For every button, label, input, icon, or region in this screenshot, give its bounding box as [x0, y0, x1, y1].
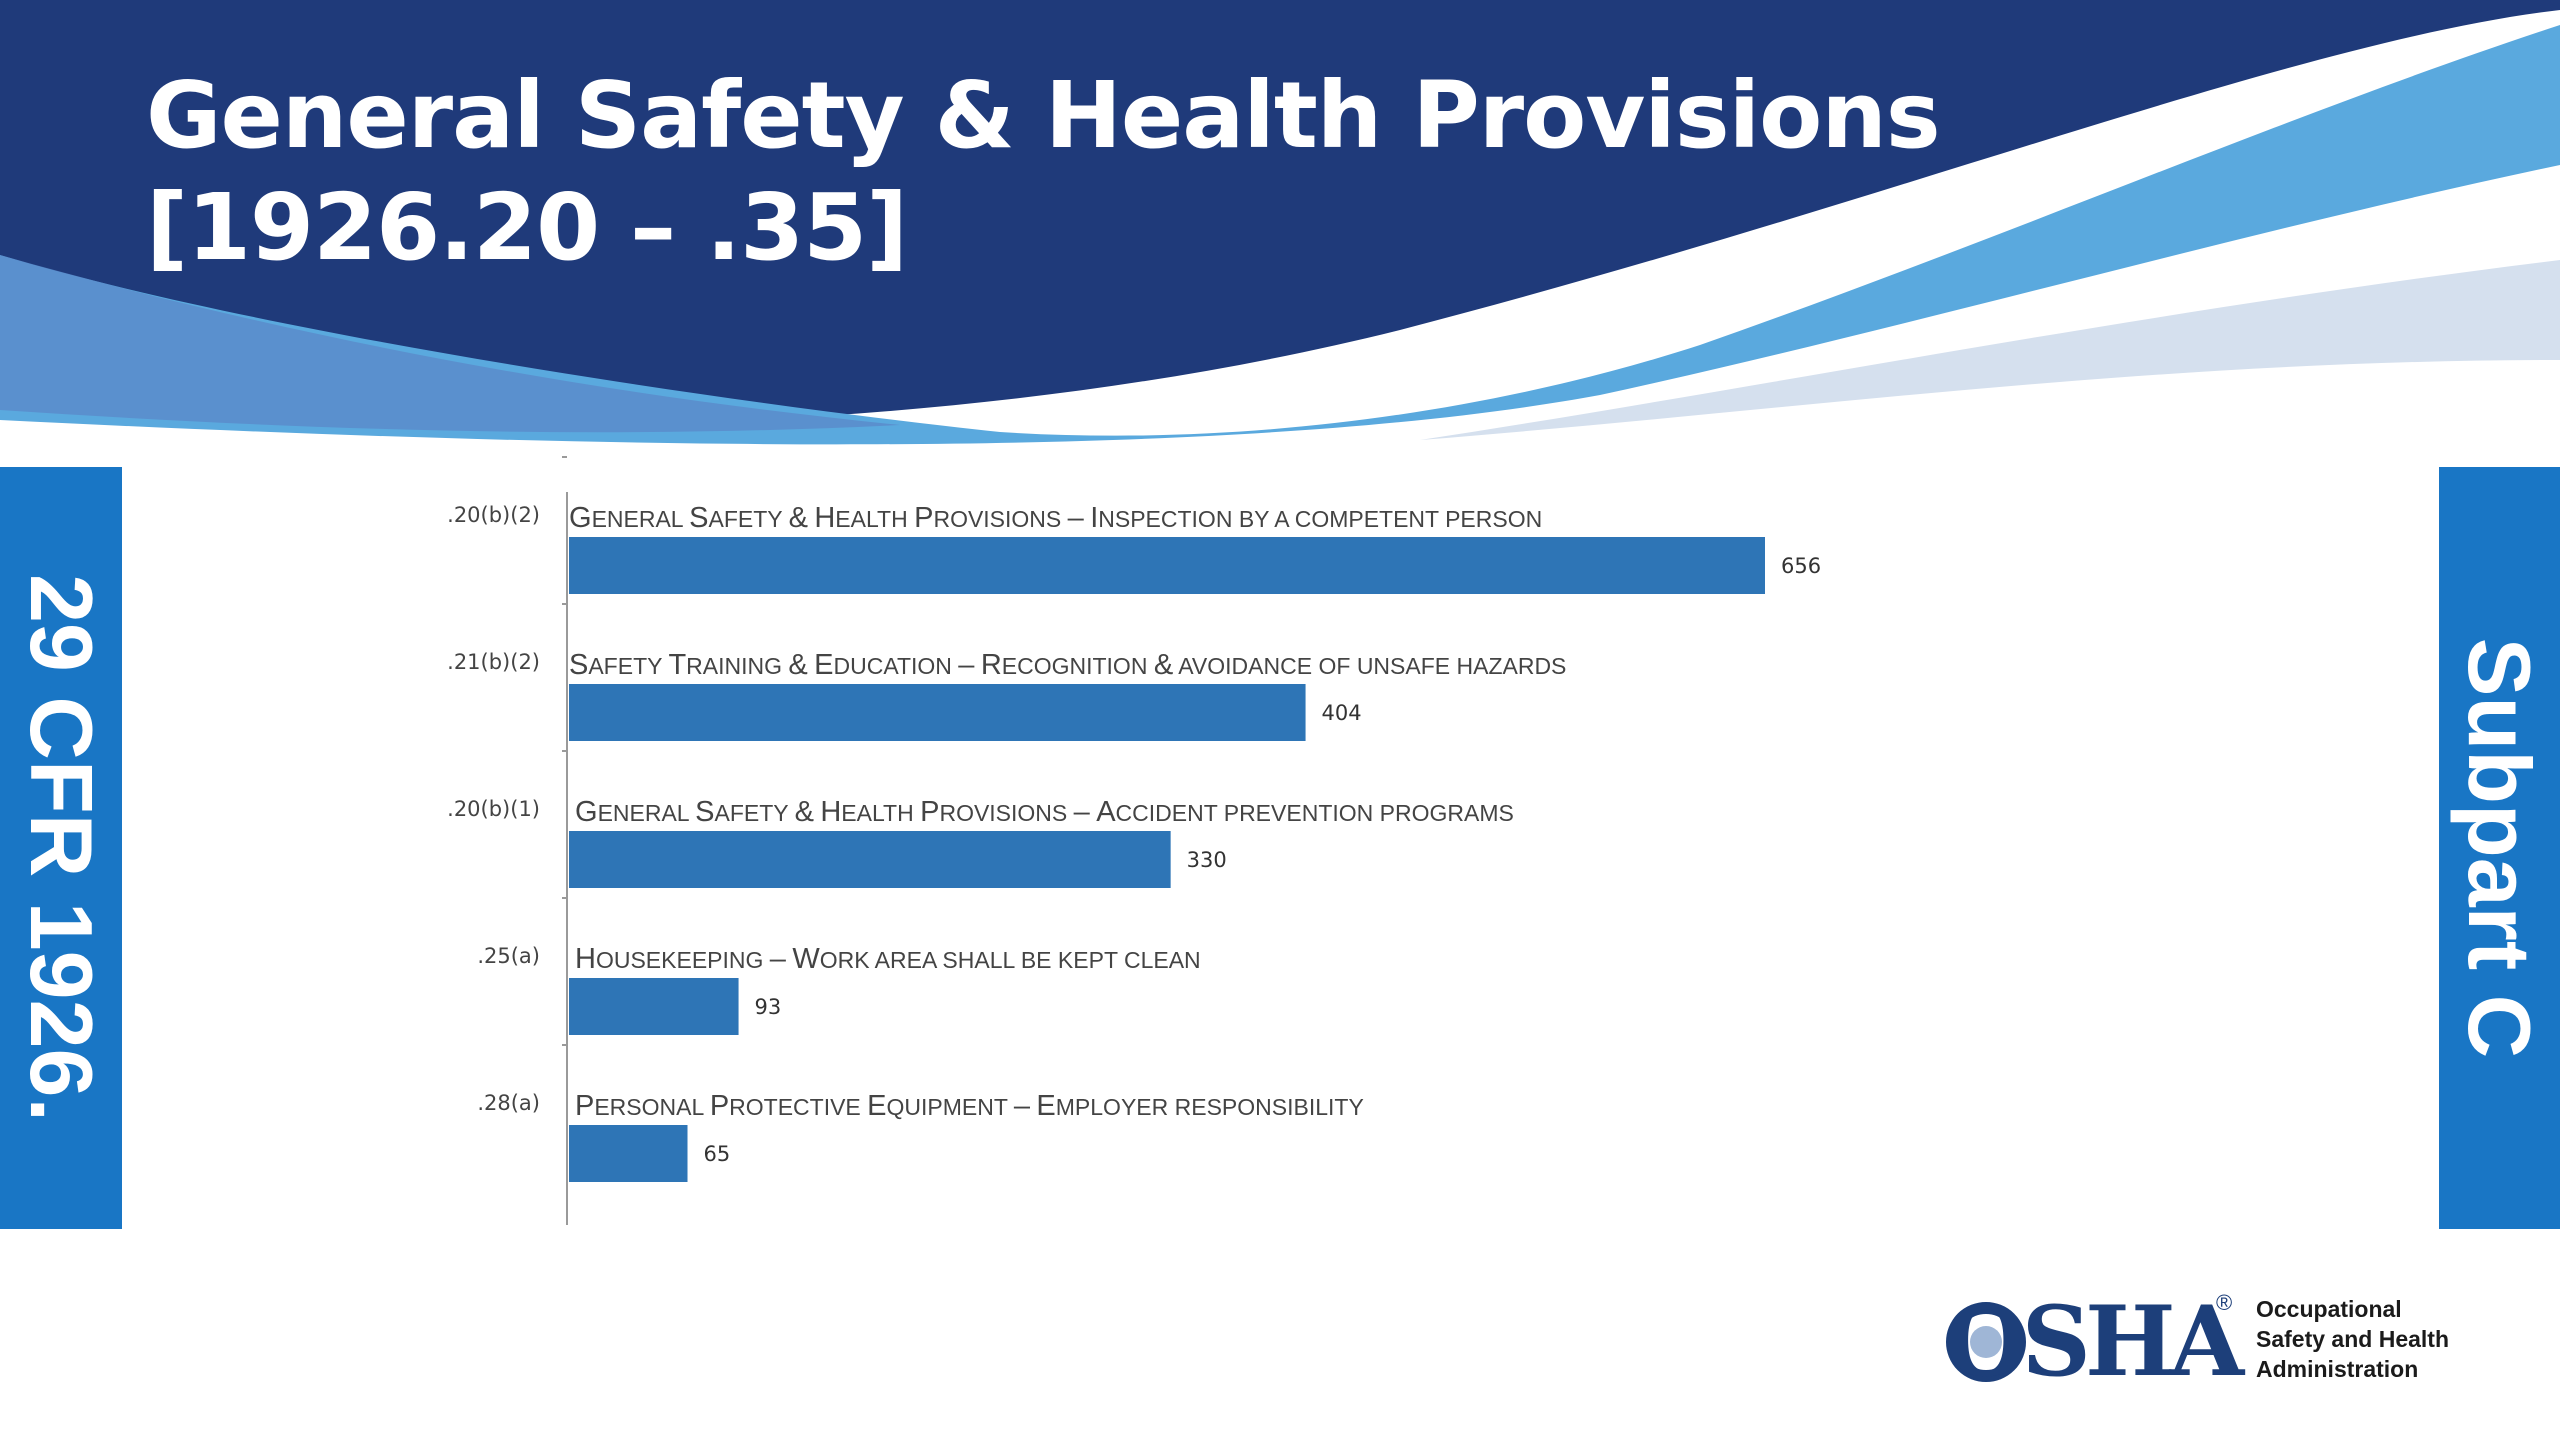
- data-label-3: 330: [1187, 848, 1227, 872]
- bar-5: [569, 1125, 688, 1182]
- category-code-label-5: .28(a): [477, 1091, 540, 1115]
- data-label-5: 65: [704, 1142, 731, 1166]
- category-description-label-5: PERSONAL PROTECTIVE EQUIPMENT – EMPLOYER…: [575, 1090, 1364, 1122]
- category-code-label-1: .20(b)(2): [447, 503, 540, 527]
- category-code-label-4: .25(a): [477, 944, 540, 968]
- logo-line-3: Administration: [2256, 1356, 2419, 1382]
- category-description-label-1: GENERAL SAFETY & HEALTH PROVISIONS – INS…: [569, 502, 1542, 534]
- osha-logo: OSHA ® Occupational Safety and Health Ad…: [1944, 1290, 2504, 1390]
- logo-line-1: Occupational: [2256, 1296, 2402, 1322]
- data-label-1: 656: [1781, 554, 1821, 578]
- logo-registered-mark: ®: [2216, 1290, 2233, 1315]
- slide-title-line-1: General Safety & Health Provisions: [146, 62, 1941, 169]
- bar-2: [569, 684, 1306, 741]
- data-label-4: 93: [755, 995, 782, 1019]
- header-banner: [0, 0, 2560, 445]
- category-description-label-3: GENERAL SAFETY & HEALTH PROVISIONS – ACC…: [575, 796, 1514, 828]
- right-side-bar: [2439, 467, 2560, 1229]
- bar-3: [569, 831, 1171, 888]
- logo-line-2: Safety and Health: [2256, 1326, 2449, 1352]
- category-description-label-4: HOUSEKEEPING – WORK AREA SHALL BE KEPT C…: [575, 943, 1201, 975]
- category-description-label-2: SAFETY TRAINING & EDUCATION – RECOGNITIO…: [569, 649, 1566, 681]
- bar-1: [569, 537, 1765, 594]
- data-label-2: 404: [1322, 701, 1362, 725]
- logo-ring-icon: [1946, 1302, 2026, 1382]
- bar-4: [569, 978, 739, 1035]
- slide-title-line-2: [1926.20 – .35]: [146, 174, 908, 281]
- category-code-label-3: .20(b)(1): [447, 797, 540, 821]
- left-side-bar: [0, 467, 122, 1229]
- category-code-label-2: .21(b)(2): [447, 650, 540, 674]
- logo-wordmark: OSHA: [1944, 1285, 2244, 1398]
